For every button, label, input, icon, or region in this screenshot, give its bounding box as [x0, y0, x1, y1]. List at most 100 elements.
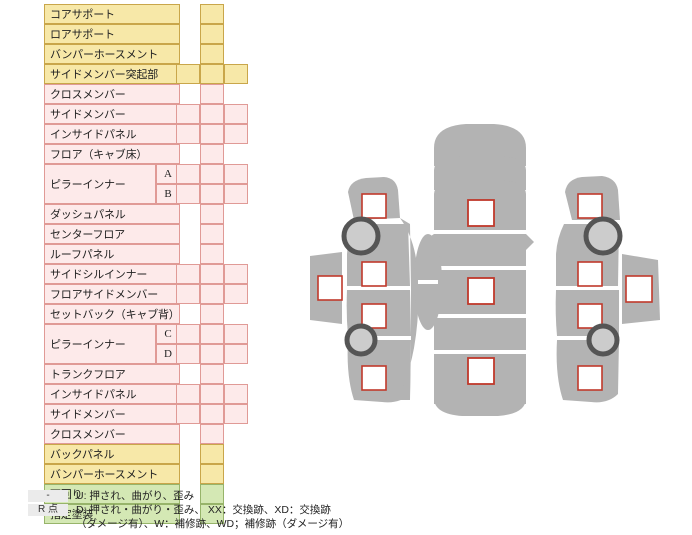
table-row: インサイドパネル	[44, 124, 248, 144]
panel-name-cell: センターフロア	[44, 224, 180, 244]
grid-cell[interactable]	[200, 264, 224, 284]
grid-cell[interactable]	[200, 44, 224, 64]
panel-name-cell: クロスメンバー	[44, 424, 180, 444]
grid-row	[176, 24, 252, 44]
panel-name-cell: トランクフロア	[44, 364, 180, 384]
grid-row	[176, 44, 252, 64]
grid-cell[interactable]	[200, 484, 224, 504]
grid-cell[interactable]	[224, 184, 248, 204]
grid-cell[interactable]	[224, 64, 248, 84]
grid-cell[interactable]	[200, 424, 224, 444]
panel-name-cell: バンパーホースメント	[44, 464, 180, 484]
table-row: コアサポート	[44, 4, 248, 24]
grid-cell[interactable]	[200, 204, 224, 224]
grid-row	[176, 464, 252, 484]
grid-cell[interactable]	[224, 124, 248, 144]
grid-row	[176, 84, 252, 104]
grid-cell[interactable]	[176, 284, 200, 304]
table-row: サイドメンバー	[44, 104, 248, 124]
grid-cell[interactable]	[176, 104, 200, 124]
grid-cell[interactable]	[176, 384, 200, 404]
grid-cell[interactable]	[200, 104, 224, 124]
grid-cell[interactable]	[200, 304, 224, 324]
table-row: サイドメンバー突起部	[44, 64, 248, 84]
grid-cell[interactable]	[176, 404, 200, 424]
table-row: クロスメンバー	[44, 424, 248, 444]
left-side-body	[310, 177, 419, 403]
wheel-icon	[586, 323, 620, 357]
grid-cell[interactable]	[200, 324, 224, 344]
grid-cell[interactable]	[176, 344, 200, 364]
grid-cell[interactable]	[200, 4, 224, 24]
grid-cell[interactable]	[200, 404, 224, 424]
panel-condition-grid	[176, 4, 252, 524]
grid-cell[interactable]	[200, 384, 224, 404]
grid-cell[interactable]	[200, 364, 224, 384]
table-row: バックパネル	[44, 444, 248, 464]
panel-name-cell: バックパネル	[44, 444, 180, 464]
table-row: バンパーホースメント	[44, 44, 248, 64]
grid-cell[interactable]	[200, 244, 224, 264]
grid-cell[interactable]	[224, 164, 248, 184]
panel-name-cell: サイドメンバー	[44, 104, 180, 124]
wheel-icon	[583, 216, 623, 256]
right-side-body	[555, 176, 660, 403]
grid-cell[interactable]	[200, 184, 224, 204]
grid-cell[interactable]	[224, 104, 248, 124]
grid-cell[interactable]	[200, 24, 224, 44]
table-row: トランクフロア	[44, 364, 248, 384]
legend-row-u: - U: 押され、曲がり、歪み	[28, 490, 428, 503]
grid-cell[interactable]	[200, 164, 224, 184]
grid-cell[interactable]	[200, 444, 224, 464]
grid-cell[interactable]	[200, 284, 224, 304]
wheel-icon	[341, 216, 381, 256]
grid-cell[interactable]	[176, 124, 200, 144]
panel-name-cell: インサイドパネル	[44, 384, 180, 404]
grid-cell[interactable]	[224, 284, 248, 304]
grid-cell[interactable]	[176, 164, 200, 184]
grid-row	[176, 204, 252, 224]
panel-name-cell: ルーフパネル	[44, 244, 180, 264]
damage-marker	[467, 277, 495, 305]
legend-text-d: D: 押され・曲がり・歪み、 XX：交換跡、XD：交換跡	[76, 504, 331, 516]
grid-cell[interactable]	[200, 464, 224, 484]
grid-cell[interactable]	[200, 224, 224, 244]
panel-condition-table: コアサポート ロアサポート バンパーホースメント サイドメンバー突起部 クロスメンバーサ…	[44, 4, 248, 524]
damage-marker	[577, 303, 603, 329]
damage-marker	[361, 365, 387, 391]
grid-cell[interactable]	[200, 84, 224, 104]
legend-key-rten: R 点	[28, 504, 68, 516]
grid-cell[interactable]	[224, 344, 248, 364]
table-row: フロア（キャブ床）	[44, 144, 248, 164]
grid-cell[interactable]	[176, 264, 200, 284]
grid-cell[interactable]	[200, 144, 224, 164]
grid-row	[176, 124, 252, 144]
panel-name-cell: サイドシルインナー	[44, 264, 180, 284]
grid-cell[interactable]	[176, 184, 200, 204]
table-row: ピラーインナー C	[44, 324, 248, 364]
grid-row	[176, 364, 252, 384]
grid-cell[interactable]	[176, 64, 200, 84]
grid-cell[interactable]	[200, 504, 224, 524]
grid-row	[176, 484, 252, 504]
grid-row	[176, 504, 252, 524]
grid-cell[interactable]	[224, 324, 248, 344]
legend-text-d-continued: （ダメージ有）、W：補修跡、WD；補修跡（ダメージ有）	[76, 518, 350, 530]
panel-name-cell: フロアサイドメンバー	[44, 284, 180, 304]
wheel-icon	[344, 323, 378, 357]
grid-cell[interactable]	[224, 384, 248, 404]
grid-cell[interactable]	[224, 264, 248, 284]
top-view-body	[414, 124, 534, 416]
damage-marker	[577, 261, 603, 287]
grid-cell[interactable]	[224, 404, 248, 424]
table-row: ダッシュパネル	[44, 204, 248, 224]
grid-row	[176, 64, 252, 84]
table-row: ルーフパネル	[44, 244, 248, 264]
grid-cell[interactable]	[200, 344, 224, 364]
table-row: インサイドパネル	[44, 384, 248, 404]
grid-cell[interactable]	[176, 324, 200, 344]
grid-cell[interactable]	[200, 124, 224, 144]
panel-name-cell: ピラーインナー	[44, 164, 156, 204]
grid-cell[interactable]	[200, 64, 224, 84]
grid-row	[176, 404, 252, 424]
